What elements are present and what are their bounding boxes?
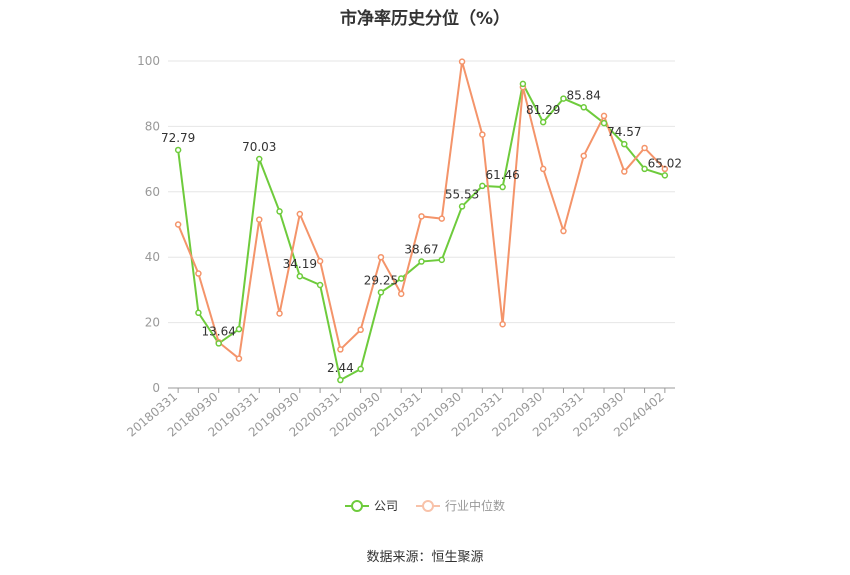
data-point-company: [235, 325, 243, 333]
data-point-industry-median: [195, 270, 202, 277]
data-point-industry-median: [621, 168, 628, 175]
data-point-company: [195, 309, 202, 317]
data-label: 61.46: [485, 168, 519, 182]
data-point-company: [661, 172, 669, 179]
y-tick-label: 20: [145, 316, 160, 330]
data-point-industry-median: [256, 216, 263, 223]
y-tick-label: 80: [145, 119, 160, 133]
data-point-company: [316, 281, 324, 289]
data-point-industry-median: [377, 253, 385, 261]
data-point-industry-median: [539, 165, 547, 173]
data-point-company: [256, 155, 263, 163]
data-point-industry-median: [418, 213, 425, 220]
data-point-company: [174, 146, 182, 154]
y-tick-label: 0: [152, 381, 160, 395]
data-point-industry-median: [397, 290, 405, 298]
data-point-industry-median: [174, 221, 182, 228]
data-point-industry-median: [600, 112, 608, 120]
data-point-company: [519, 80, 527, 88]
legend-industry-icon: [416, 499, 440, 512]
data-point-industry-median: [580, 152, 587, 160]
data-label: 55.53: [445, 187, 479, 201]
data-point-industry-median: [560, 227, 567, 235]
data-point-industry-median: [641, 144, 648, 152]
data-label: 74.57: [607, 125, 641, 139]
data-point-company: [337, 376, 344, 384]
data-point-company: [397, 275, 405, 282]
data-point-industry-median: [499, 320, 506, 328]
data-point-company: [499, 183, 506, 191]
legend-item-company[interactable]: 公司: [344, 497, 398, 514]
legend-industry-label: 行业中位数: [445, 499, 506, 513]
data-label: 65.02: [648, 156, 682, 170]
data-point-company: [418, 258, 425, 265]
data-point-company: [580, 104, 587, 111]
y-tick-label: 60: [145, 185, 160, 199]
data-point-industry-median: [357, 326, 364, 334]
data-label: 85.84: [567, 88, 601, 102]
data-point-company: [377, 289, 385, 296]
data-label: 29.25: [364, 273, 398, 287]
data-label: 70.03: [242, 140, 276, 154]
data-point-company: [600, 119, 608, 127]
data-point-company: [479, 182, 486, 190]
series-line-industry-median: [177, 61, 666, 361]
legend: 公司 行业中位数: [0, 497, 850, 514]
chart-title: 市净率历史分位（%）: [339, 9, 511, 29]
source-text: 数据来源：恒生聚源: [366, 550, 484, 565]
data-point-company: [296, 272, 304, 280]
data-point-company: [276, 208, 283, 215]
y-tick-label: 40: [145, 250, 160, 264]
data-point-company: [641, 165, 648, 173]
data-label: 13.64: [202, 324, 236, 338]
data-point-company: [621, 140, 628, 148]
data-point-industry-median: [479, 131, 486, 138]
data-point-industry-median: [235, 355, 243, 362]
data-point-industry-median: [316, 257, 324, 265]
data-label: 34.19: [283, 257, 317, 271]
series-line-company: [177, 80, 666, 382]
data-label: 81.29: [526, 103, 560, 117]
data-label: 38.67: [404, 243, 438, 257]
legend-company-label: 公司: [373, 499, 398, 513]
legend-item-industry-median[interactable]: 行业中位数: [416, 497, 505, 514]
data-point-company: [215, 340, 222, 347]
data-point-industry-median: [438, 215, 446, 222]
data-point-industry-median: [296, 210, 304, 218]
data-point-company: [539, 118, 547, 126]
data-point-company: [560, 95, 567, 102]
legend-company-icon: [344, 499, 369, 512]
data-point-industry-median: [661, 165, 669, 173]
data-point-industry-median: [276, 310, 283, 317]
data-label: 2.44: [327, 361, 354, 375]
y-tick-label: 100: [137, 54, 160, 68]
data-point-industry-median: [337, 346, 344, 353]
data-label: 72.79: [161, 131, 195, 145]
data-point-company: [357, 365, 364, 373]
data-point-industry-median: [458, 58, 466, 65]
data-point-company: [438, 256, 446, 264]
data-point-company: [458, 203, 466, 210]
